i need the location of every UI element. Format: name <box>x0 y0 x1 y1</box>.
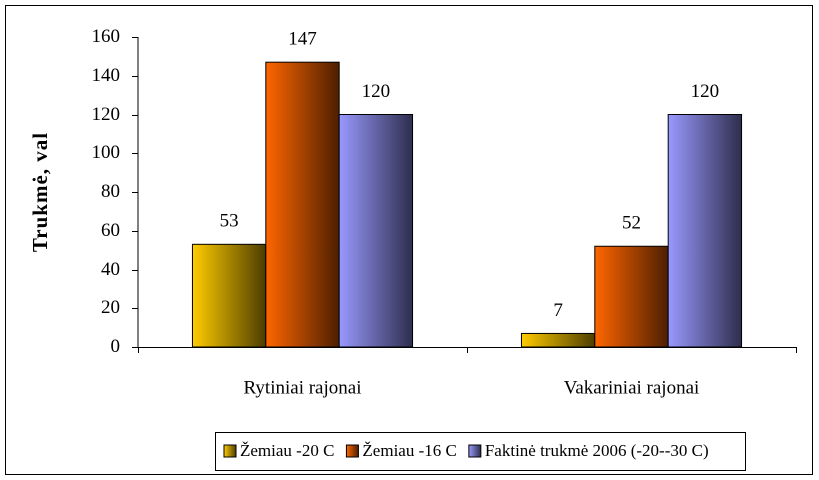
legend-swatch <box>223 444 237 458</box>
value-label: 120 <box>362 81 391 102</box>
y-tick-label: 20 <box>101 297 120 318</box>
legend-label: Faktinė trukmė 2006 (-20--30 C) <box>485 441 709 460</box>
value-label: 120 <box>691 81 720 102</box>
y-tick-label: 60 <box>101 220 120 241</box>
value-label: 7 <box>553 300 563 321</box>
y-tick-label: 100 <box>92 142 121 163</box>
bar <box>265 61 340 348</box>
bar <box>667 114 743 348</box>
bar <box>520 332 596 348</box>
legend-label: Žemiau -20 C <box>240 441 334 460</box>
x-tick-label: Vakariniai rajonai <box>564 377 700 398</box>
legend-swatch <box>345 444 359 458</box>
y-tick-label: 0 <box>111 336 121 357</box>
y-tick-label: 140 <box>92 65 121 86</box>
bar <box>191 243 267 348</box>
legend-label: Žemiau -16 C <box>362 441 456 460</box>
value-label: 147 <box>288 29 317 50</box>
bar <box>594 245 669 348</box>
y-tick-label: 120 <box>92 104 121 125</box>
x-tick-label: Rytiniai rajonai <box>244 377 362 398</box>
value-label: 53 <box>220 211 239 232</box>
bar <box>338 114 414 348</box>
legend-swatch <box>468 444 482 458</box>
value-label: 52 <box>622 213 641 234</box>
y-tick-label: 80 <box>101 181 120 202</box>
y-tick-label: 40 <box>101 259 120 280</box>
y-tick-label: 160 <box>92 26 121 47</box>
y-axis-label: Trukmė, val <box>28 132 52 252</box>
